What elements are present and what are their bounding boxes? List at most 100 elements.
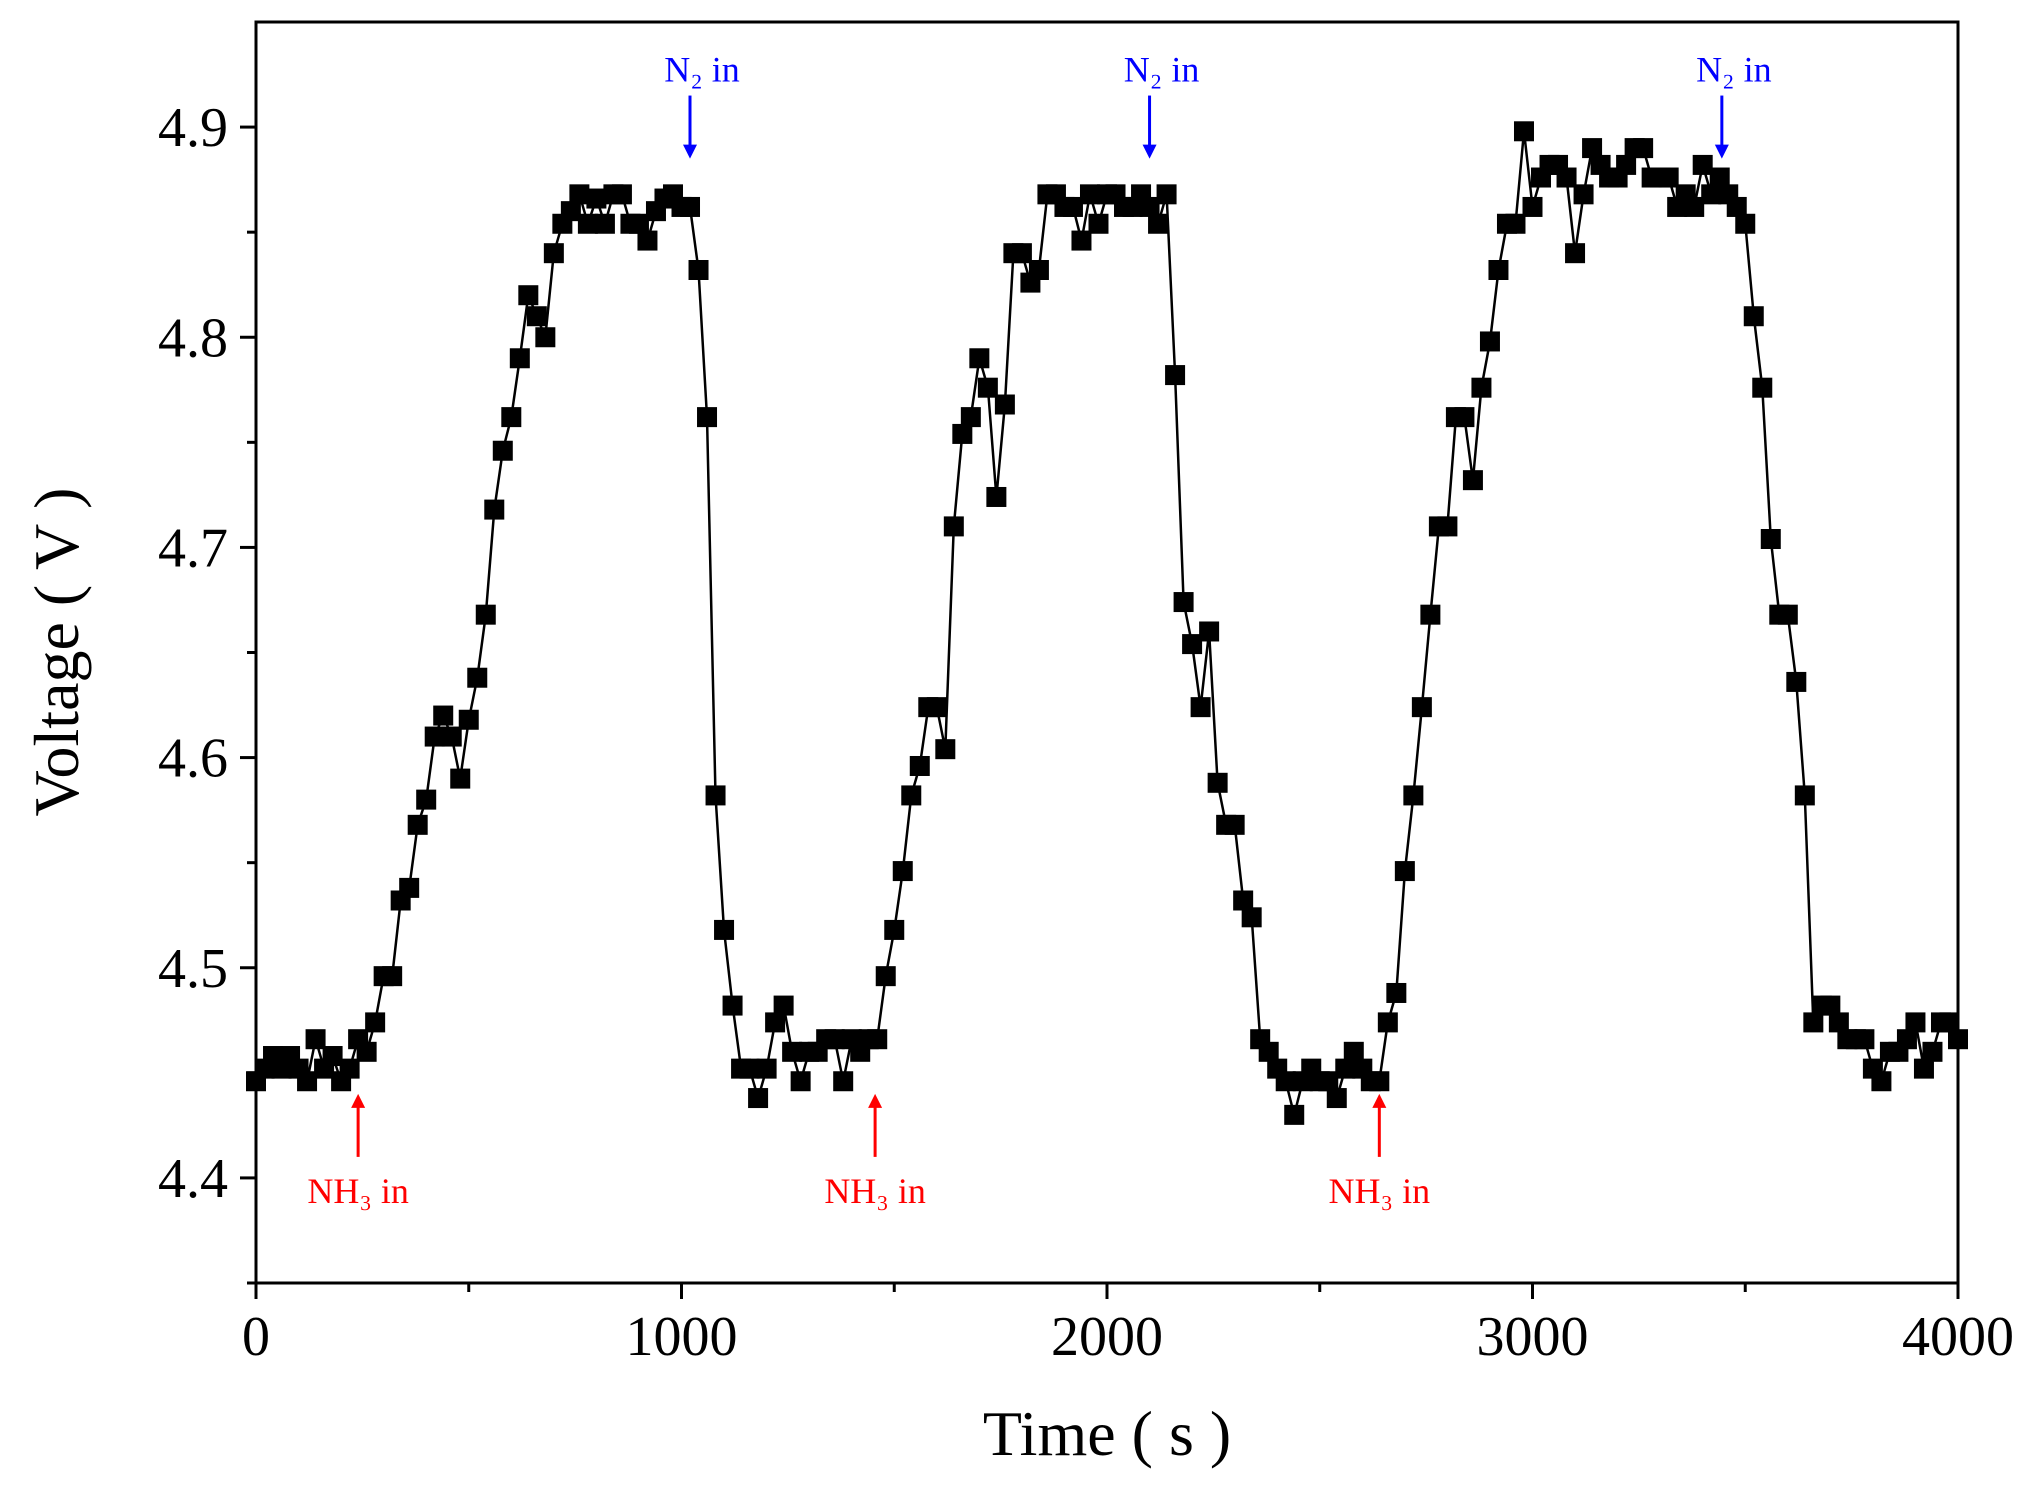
data-point <box>416 789 437 810</box>
data-point <box>986 486 1007 507</box>
data-point <box>892 861 913 882</box>
data-point <box>1369 1071 1390 1092</box>
data-point <box>1794 785 1815 806</box>
data-point <box>637 230 658 251</box>
data-point <box>739 1058 760 1079</box>
data-point <box>1726 196 1747 217</box>
data-point <box>1028 259 1049 280</box>
data-point <box>1394 861 1415 882</box>
data-point <box>1343 1041 1364 1062</box>
data-point <box>884 919 905 940</box>
data-point <box>1011 243 1032 264</box>
data-point <box>1735 213 1756 234</box>
data-point <box>1318 1071 1339 1092</box>
data-point <box>484 499 505 520</box>
data-point <box>433 705 454 726</box>
data-point <box>1079 184 1100 205</box>
data-point <box>594 213 615 234</box>
data-point <box>1156 184 1177 205</box>
data-point <box>628 213 649 234</box>
data-point <box>1777 604 1798 625</box>
data-point <box>1820 995 1841 1016</box>
data-point <box>1462 470 1483 491</box>
data-point <box>1709 167 1730 188</box>
data-point <box>1582 138 1603 159</box>
data-point <box>1701 184 1722 205</box>
x-tick-label: 4000 <box>1902 1306 2014 1368</box>
annotation-arrowhead <box>868 1093 883 1108</box>
data-point <box>305 1029 326 1050</box>
data-point <box>952 423 973 444</box>
x-tick-label: 3000 <box>1477 1306 1589 1368</box>
y-tick-label: 4.9 <box>158 97 228 159</box>
data-point <box>1190 697 1211 718</box>
data-point <box>1513 121 1534 142</box>
axis-ticks <box>240 125 1960 1299</box>
data-point <box>1437 516 1458 537</box>
data-point <box>1828 1012 1849 1033</box>
data-point <box>526 306 547 327</box>
data-point <box>773 995 794 1016</box>
data-point <box>994 394 1015 415</box>
annotation-label: N₂ in <box>664 50 740 90</box>
annotation-label: N₂ in <box>1696 50 1772 90</box>
data-point <box>509 348 530 369</box>
data-point <box>1471 377 1492 398</box>
data-point <box>714 919 735 940</box>
data-point <box>424 726 445 747</box>
data-point <box>697 407 718 428</box>
data-point <box>577 213 598 234</box>
data-point <box>1335 1058 1356 1079</box>
data-point <box>943 516 964 537</box>
data-point <box>1148 213 1169 234</box>
data-point <box>1616 154 1637 175</box>
data-point <box>399 877 420 898</box>
y-axis-title: Voltage ( V ) <box>21 488 92 817</box>
data-point <box>1692 154 1713 175</box>
data-point <box>1071 230 1092 251</box>
data-point <box>297 1071 318 1092</box>
data-point <box>458 709 479 730</box>
data-point <box>680 196 701 217</box>
y-tick-label: 4.5 <box>158 938 228 1000</box>
series-line-voltage <box>254 131 1960 1116</box>
data-point <box>1326 1088 1347 1109</box>
data-point <box>365 1012 386 1033</box>
data-point <box>756 1058 777 1079</box>
data-point <box>875 966 896 987</box>
data-point <box>1199 621 1220 642</box>
data-point <box>1786 671 1807 692</box>
data-point <box>339 1058 360 1079</box>
data-point <box>1658 167 1679 188</box>
data-point <box>467 667 488 688</box>
data-point <box>969 348 990 369</box>
data-point <box>450 768 471 789</box>
data-point <box>543 243 564 264</box>
data-point <box>935 739 956 760</box>
annotation-label: N₂ in <box>1124 50 1200 90</box>
data-point <box>1752 377 1773 398</box>
data-point <box>1258 1041 1279 1062</box>
data-point <box>1403 785 1424 806</box>
data-point <box>1479 331 1500 352</box>
data-point <box>977 377 998 398</box>
annotation-arrowhead <box>1142 144 1157 159</box>
data-point <box>909 755 930 776</box>
data-point <box>833 1071 854 1092</box>
data-point <box>407 814 428 835</box>
data-point <box>1522 196 1543 217</box>
data-point <box>1165 365 1186 386</box>
data-point <box>1233 890 1254 911</box>
data-point <box>1454 407 1475 428</box>
data-point <box>1556 167 1577 188</box>
data-point <box>586 188 607 209</box>
data-point <box>1207 772 1228 793</box>
annotation-label: NH₃ in <box>307 1171 409 1211</box>
data-point <box>441 726 462 747</box>
y-tick-label: 4.7 <box>158 517 228 579</box>
data-point <box>1684 196 1705 217</box>
data-points-voltage <box>246 121 1968 1125</box>
data-point <box>782 1041 803 1062</box>
data-point <box>1241 907 1262 928</box>
